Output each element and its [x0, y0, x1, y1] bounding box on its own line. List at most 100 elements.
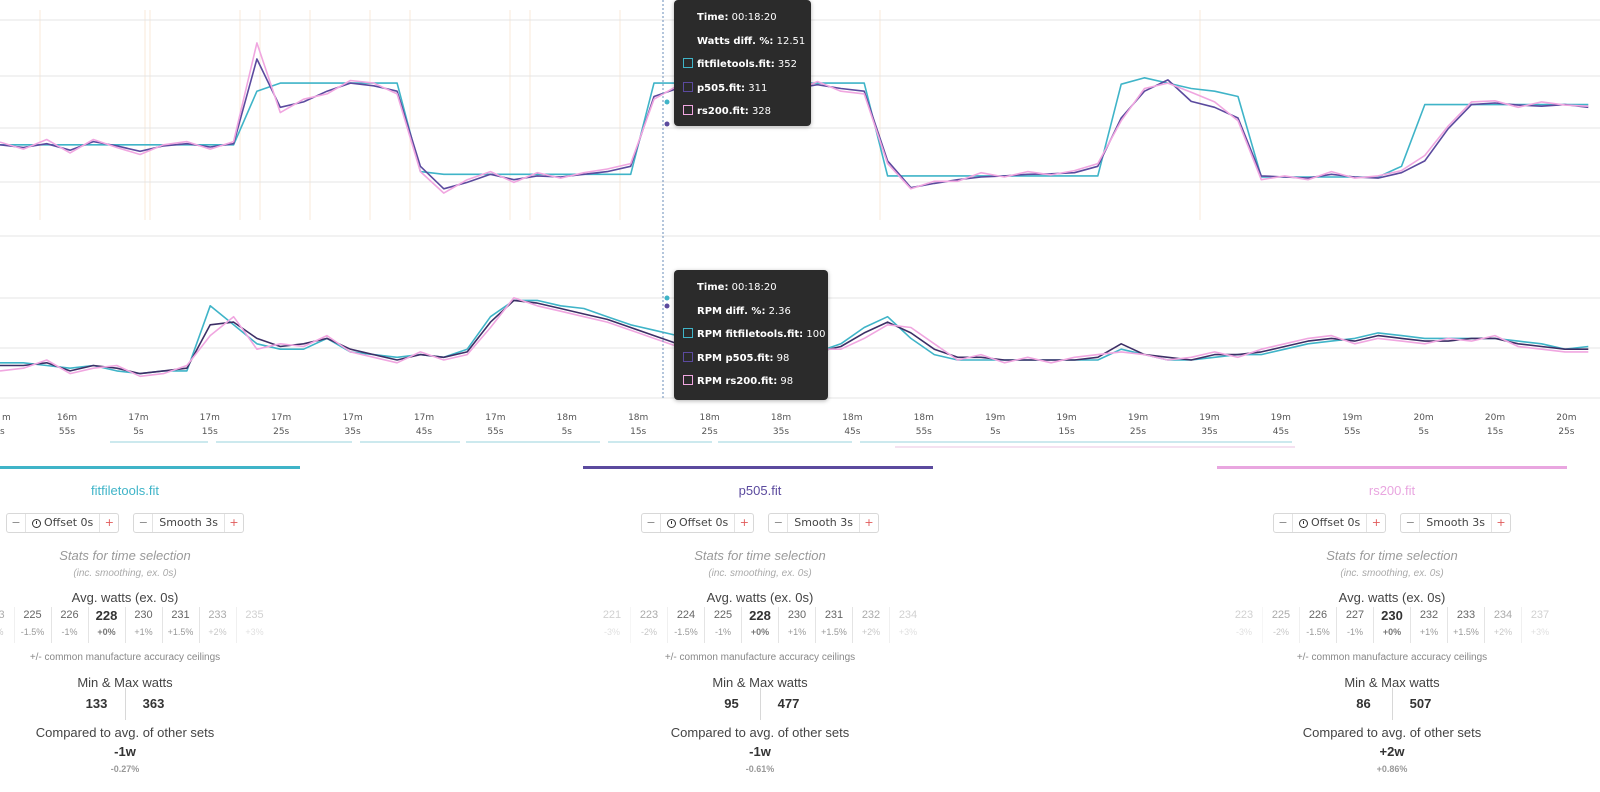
legend-swatch: [683, 328, 693, 338]
max-watts: 507: [1409, 696, 1432, 711]
compare-title: Compared to avg. of other sets: [1302, 725, 1482, 740]
x-tick-label: 19m: [1128, 413, 1148, 423]
avg-watts-percent: +1.5%: [1453, 627, 1479, 637]
avg-watts-value: 225: [23, 609, 42, 621]
compare-value: +2w: [1379, 744, 1405, 759]
avg-watts-value: 227: [1345, 609, 1365, 621]
smooth-decrease-button[interactable]: −: [1405, 516, 1415, 529]
avg-watts-value: 223: [0, 609, 5, 621]
avg-watts-range: 221 -3% 223 -2% 224 -1.5% 225 -1% 228 +0% 230 +1% 23…: [540, 607, 980, 643]
minmax-values: 95 477: [540, 688, 980, 720]
x-tick-label: 5s: [133, 427, 144, 437]
avg-watts-percent: -1.5%: [674, 627, 698, 637]
stats-title: Stats for time selection: [1326, 548, 1458, 563]
file-title[interactable]: rs200.fit: [1368, 483, 1416, 498]
x-tick-label: 55s: [916, 427, 932, 437]
offset-decrease-button[interactable]: −: [11, 516, 21, 529]
x-tick-label: 5s: [1418, 427, 1429, 437]
accuracy-note: +/- common manufacture accuracy ceilings: [1296, 652, 1488, 663]
panel-controls: − Offset 0s + − Smooth 3s +: [0, 513, 345, 533]
x-tick-label: 15s: [1487, 427, 1503, 437]
x-tick-label: 15s: [630, 427, 646, 437]
x-tick-label: 5s: [990, 427, 1001, 437]
file-color-bar: [583, 466, 933, 469]
x-tick-label: m: [2, 413, 11, 423]
legend-swatch: [683, 105, 693, 115]
avg-watts-percent: -1.5%: [20, 627, 45, 637]
avg-watts-range: 223-2%225-1.5%226-1%228+0%230+1%231+1.5%…: [0, 607, 345, 643]
avg-watts-value: 223: [639, 609, 659, 621]
avg-watts-range: 223 -3% 225 -2% 226 -1.5% 227 -1% 230 +0% 232 +1% 23…: [1172, 607, 1600, 643]
file-title[interactable]: fitfiletools.fit: [91, 483, 159, 498]
avg-watts-value: 232: [1419, 609, 1439, 621]
x-tick-label: 5s: [562, 427, 573, 437]
avg-watts-value: 233: [208, 609, 227, 621]
stats-subtitle: (inc. smoothing, ex. 0s): [708, 568, 812, 579]
offset-decrease-button[interactable]: −: [1278, 516, 1288, 529]
offset-label: Offset 0s: [660, 514, 736, 532]
x-tick-label: 19m: [1199, 413, 1219, 423]
avg-watts-cell: 237 +3%: [1522, 607, 1558, 643]
avg-watts-value: 223: [1234, 609, 1254, 621]
x-tick-label: 55s: [59, 427, 75, 437]
stats-title: Stats for time selection: [59, 548, 191, 563]
stats-title: Stats for time selection: [694, 548, 826, 563]
smooth-increase-button[interactable]: +: [864, 516, 874, 529]
x-tick-label: 45s: [416, 427, 432, 437]
min-watts: 95: [704, 688, 761, 720]
avg-watts-cell: 232 +2%: [853, 607, 890, 643]
smooth-control: − Smooth 3s +: [768, 513, 879, 533]
x-tick-label: 18m: [557, 413, 577, 423]
stats-subtitle: (inc. smoothing, ex. 0s): [1340, 568, 1444, 579]
compare-percent: +0.86%: [1376, 764, 1408, 774]
avg-watts-cell: 226 -1%: [52, 607, 89, 643]
offset-decrease-button[interactable]: −: [646, 516, 656, 529]
smooth-increase-button[interactable]: +: [1496, 516, 1506, 529]
x-tick-label: 25s: [702, 427, 718, 437]
compare-value: -1w: [114, 744, 136, 759]
avg-watts-value: 237: [1530, 609, 1550, 621]
legend-swatch: [683, 375, 693, 385]
minmax-title: Min & Max watts: [712, 675, 808, 690]
avg-watts-cell: 223 -2%: [631, 607, 668, 643]
avg-watts-cell: 225 -1.5%: [15, 607, 52, 643]
smooth-label: Smooth 3s: [152, 514, 225, 532]
hover-point: [664, 303, 670, 309]
avg-watts-percent: +1%: [134, 627, 153, 637]
x-tick-label: 45s: [1273, 427, 1289, 437]
tooltip-time-row: Time: 00:18:20: [697, 12, 777, 23]
clock-icon: [1299, 519, 1309, 528]
minmax-values: 86 507: [1172, 688, 1600, 720]
offset-increase-button[interactable]: +: [104, 516, 114, 529]
x-tick-label: 35s: [1201, 427, 1217, 437]
smooth-increase-button[interactable]: +: [229, 516, 239, 529]
x-tick-label: 18m: [628, 413, 648, 423]
avg-watts-value: 230: [134, 609, 153, 621]
x-tick-label: 35s: [345, 427, 361, 437]
avg-watts-percent: +0%: [750, 627, 770, 637]
smooth-decrease-button[interactable]: −: [773, 516, 783, 529]
smooth-decrease-button[interactable]: −: [138, 516, 148, 529]
avg-watts-percent: -1.5%: [1306, 627, 1330, 637]
avg-watts-value: 232: [861, 609, 881, 621]
offset-increase-button[interactable]: +: [1371, 516, 1381, 529]
x-tick-label: 17m: [271, 413, 291, 423]
smooth-control: − Smooth 3s +: [1400, 513, 1511, 533]
offset-control: − Offset 0s +: [641, 513, 755, 533]
x-tick-label: 35s: [773, 427, 789, 437]
avg-watts-value: 221: [602, 609, 622, 621]
avg-watts-value: 226: [60, 609, 79, 621]
minmax-title: Min & Max watts: [1344, 675, 1440, 690]
offset-increase-button[interactable]: +: [739, 516, 749, 529]
avg-watts-percent: -2%: [640, 627, 657, 637]
x-tick-label: 25s: [1558, 427, 1574, 437]
x-tick-label: 45s: [844, 427, 860, 437]
smooth-label: Smooth 3s: [1419, 514, 1492, 532]
x-tick-label: 17m: [342, 413, 362, 423]
x-tick-label: 15s: [1059, 427, 1075, 437]
avg-watts-cell: 230 +0%: [1374, 607, 1411, 643]
file-title[interactable]: p505.fit: [738, 483, 782, 498]
avg-watts-cell: 231 +1.5%: [163, 607, 200, 643]
avg-watts-value: 230: [1381, 608, 1403, 623]
file-color-bar: [1217, 466, 1567, 469]
